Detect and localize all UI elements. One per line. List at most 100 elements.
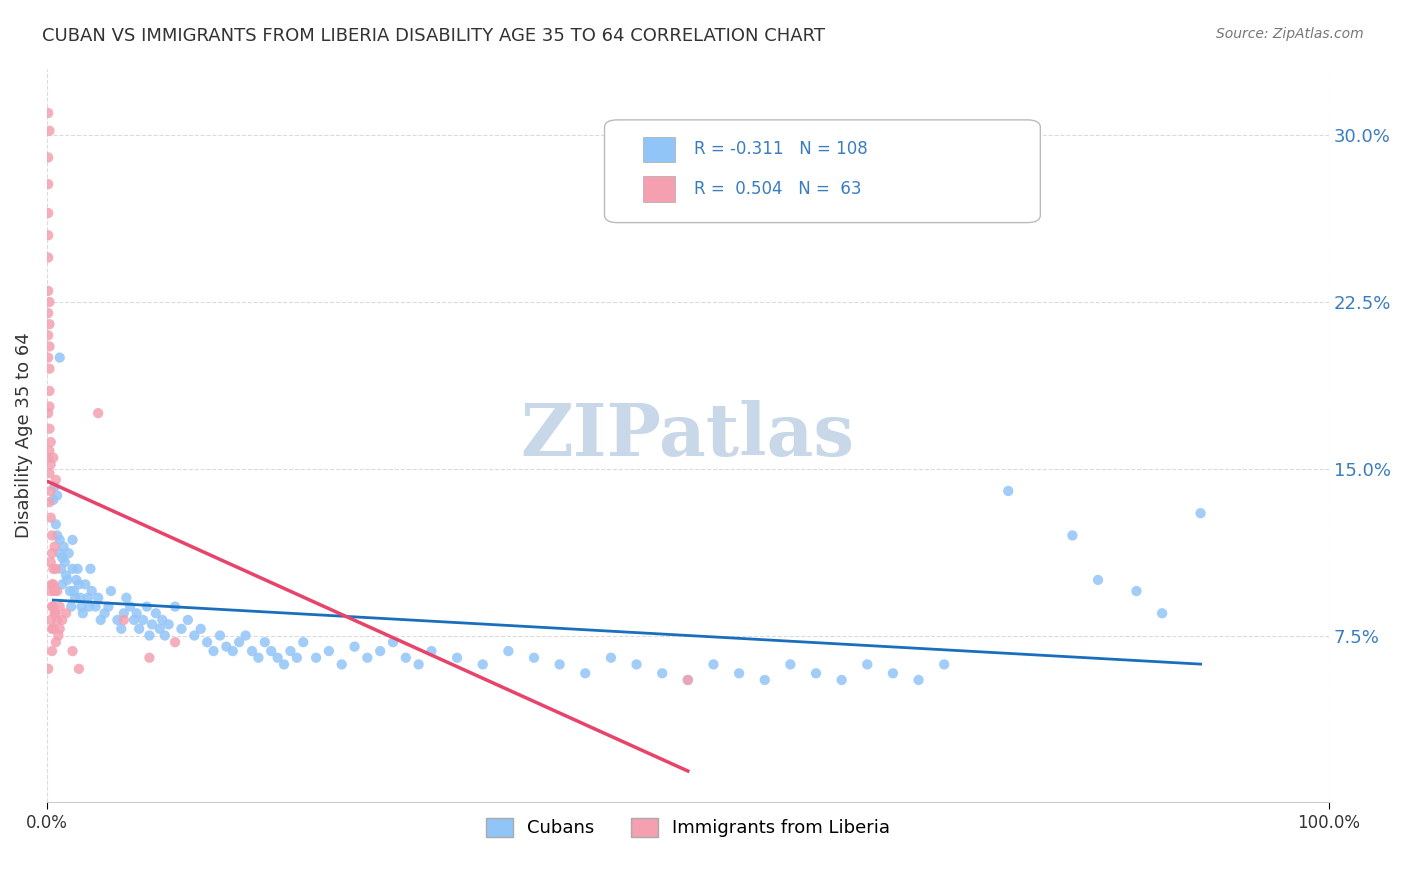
Point [51,550,73,565]
Point [48,351,70,365]
Point [420,644,443,658]
Point [48,533,70,547]
Point [702,657,724,672]
Point [145,607,167,621]
Point [42,492,65,507]
Point [112,613,135,627]
Point [273,657,295,672]
Text: R =  0.504   N =  63: R = 0.504 N = 63 [695,180,862,198]
Legend: Cubans, Immigrants from Liberia: Cubans, Immigrants from Liberia [478,811,897,845]
Point [112,607,135,621]
Point [55,607,77,621]
Point [67,577,90,591]
Point [115,591,138,605]
Point [600,650,623,665]
Point [48,628,70,642]
Point [676,673,699,687]
Point [55,568,77,582]
Point [53,555,76,569]
Point [37,106,59,120]
Point [80,584,103,599]
Point [804,666,827,681]
Point [157,617,180,632]
Point [38,295,60,310]
Point [831,673,853,687]
Point [39,613,62,627]
Point [38,339,60,353]
Point [97,599,120,614]
Point [280,644,302,658]
Point [105,613,128,627]
Text: CUBAN VS IMMIGRANTS FROM LIBERIA DISABILITY AGE 35 TO 64 CORRELATION CHART: CUBAN VS IMMIGRANTS FROM LIBERIA DISABIL… [42,27,825,45]
Point [183,628,205,642]
Point [77,591,100,605]
Point [135,599,157,614]
Point [128,622,150,636]
Point [45,517,67,532]
Point [70,599,93,614]
Point [56,573,79,587]
Point [37,284,59,298]
Point [39,483,62,498]
Point [1087,573,1109,587]
Point [41,546,63,560]
Point [58,546,80,560]
Point [87,406,110,420]
Point [574,666,596,681]
Point [37,406,59,420]
Point [934,657,956,672]
Point [41,528,63,542]
Point [39,555,62,569]
Text: Source: ZipAtlas.com: Source: ZipAtlas.com [1216,27,1364,41]
Point [292,635,315,649]
Point [48,622,70,636]
Point [37,662,59,676]
Point [75,577,97,591]
Point [62,584,84,599]
Point [253,635,276,649]
Point [39,584,62,599]
Point [52,540,75,554]
Point [548,657,571,672]
Point [67,662,90,676]
Point [266,650,288,665]
Point [138,628,160,642]
Point [63,591,86,605]
Point [382,635,405,649]
Point [368,644,391,658]
Point [165,599,187,614]
Point [42,577,65,591]
Point [356,650,378,665]
Point [498,644,520,658]
Point [132,613,155,627]
Point [65,573,87,587]
Point [651,666,673,681]
Point [38,124,60,138]
Point [318,644,340,658]
Point [62,644,84,658]
Point [395,650,418,665]
Point [51,577,73,591]
Point [138,650,160,665]
Point [45,562,67,576]
Point [37,177,59,191]
Point [37,450,59,465]
Point [38,400,60,414]
FancyBboxPatch shape [605,120,1040,223]
Point [728,666,751,681]
Point [62,533,84,547]
Point [41,577,63,591]
Point [45,635,67,649]
Point [69,591,91,605]
Point [44,479,66,493]
Point [215,640,238,654]
Point [41,622,63,636]
Point [42,562,65,576]
Point [46,613,69,627]
Point [626,657,648,672]
Point [62,562,84,576]
Point [37,351,59,365]
Point [38,495,60,509]
Point [90,613,112,627]
Point [1189,506,1212,520]
